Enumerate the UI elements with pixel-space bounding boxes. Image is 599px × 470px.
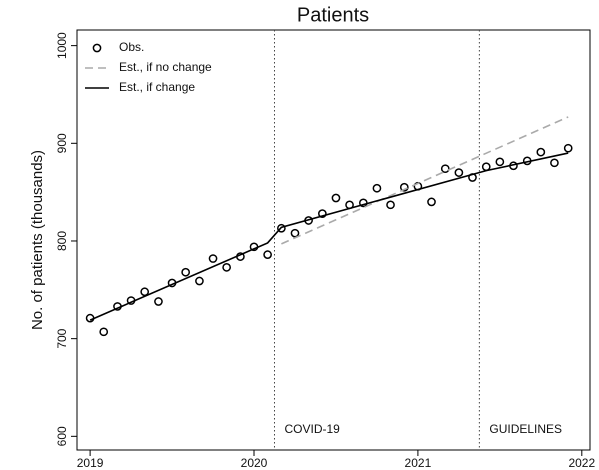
- legend-label: Est., if no change: [119, 60, 212, 74]
- observation: [154, 297, 163, 306]
- event-label: COVID-19: [284, 422, 340, 436]
- observation: [222, 262, 231, 272]
- observation: [208, 254, 218, 263]
- x-tick-label: 2021: [405, 456, 432, 470]
- observation: [372, 183, 382, 193]
- y-tick-label: 1000: [55, 32, 69, 59]
- observation: [563, 143, 573, 153]
- legend-label: Est., if change: [119, 80, 195, 94]
- x-tick-label: 2020: [241, 456, 268, 470]
- event-label: GUIDELINES: [489, 422, 562, 436]
- observation: [386, 200, 395, 210]
- observation: [536, 147, 546, 157]
- observation: [440, 164, 450, 174]
- x-tick-label: 2022: [568, 456, 595, 470]
- legend-symbol: [92, 43, 102, 53]
- plot-frame: [76, 29, 591, 451]
- observation: [454, 168, 464, 177]
- estimate-line: [281, 116, 569, 245]
- y-tick-label: 700: [55, 328, 69, 348]
- y-axis-label: No. of patients (thousands): [29, 150, 46, 330]
- legend-label: Obs.: [119, 40, 144, 54]
- estimate-line: [89, 152, 569, 321]
- observation: [195, 276, 204, 286]
- observation: [550, 158, 559, 168]
- y-tick-label: 800: [55, 231, 69, 251]
- observation: [495, 157, 505, 167]
- observation: [331, 193, 341, 203]
- observation: [140, 287, 150, 297]
- observation: [481, 162, 491, 172]
- chart-title: Patients: [297, 4, 369, 26]
- observation: [427, 197, 436, 207]
- x-tick-label: 2019: [77, 456, 104, 470]
- observation: [181, 267, 191, 277]
- observation: [99, 327, 109, 337]
- observation: [290, 228, 300, 238]
- y-tick-label: 600: [55, 426, 69, 446]
- y-tick-label: 900: [55, 133, 69, 153]
- observation: [263, 250, 272, 260]
